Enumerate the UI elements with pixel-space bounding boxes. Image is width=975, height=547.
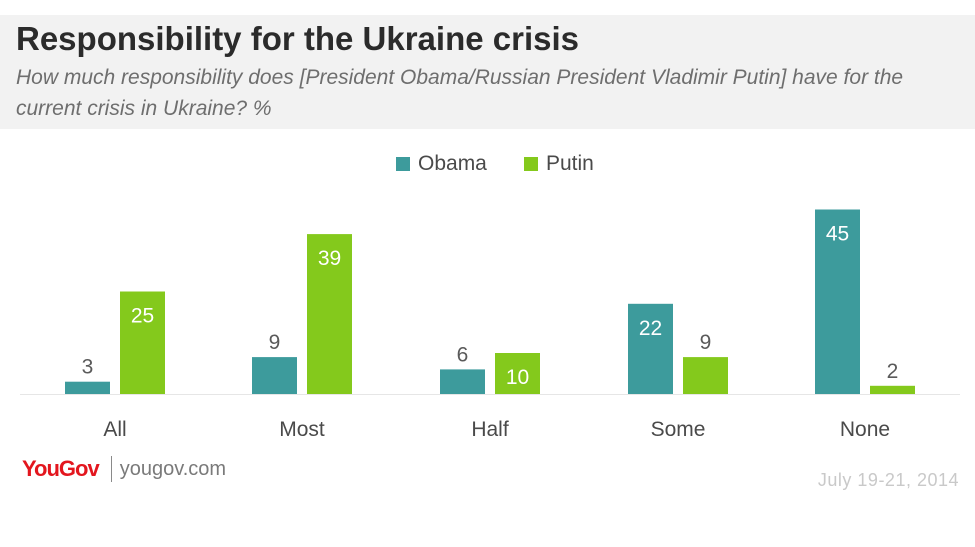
- data-label-putin-some: 9: [700, 331, 712, 354]
- bar-putin-all: [120, 291, 165, 394]
- legend-label-putin: Putin: [546, 152, 594, 175]
- bar-obama-none: [815, 209, 860, 394]
- brand: YouGov yougov.com: [22, 456, 226, 482]
- header-band: [0, 15, 975, 129]
- bar-putin-some: [683, 357, 728, 394]
- yougov-logo: YouGov: [22, 456, 100, 481]
- bar-obama-most: [252, 357, 297, 394]
- data-label-putin-half: 10: [506, 366, 529, 389]
- legend-label-obama: Obama: [418, 152, 487, 175]
- category-label-some: Some: [651, 418, 706, 441]
- brand-divider: [110, 456, 112, 482]
- category-label-most: Most: [279, 418, 325, 441]
- site-url: yougov.com: [119, 457, 227, 480]
- chart-subtitle: How much responsibility does [President …: [16, 66, 904, 120]
- legend-item-obama: Obama: [396, 150, 487, 178]
- data-label-putin-most: 39: [318, 247, 341, 270]
- bar-obama-half: [440, 369, 485, 394]
- data-label-putin-all: 25: [131, 305, 154, 328]
- bar-putin-none: [870, 385, 915, 394]
- legend-swatch-putin: [524, 157, 538, 171]
- category-label-half: Half: [471, 418, 509, 441]
- data-label-obama-half: 6: [457, 343, 469, 366]
- legend-swatch-obama: [396, 157, 410, 171]
- chart-title: Responsibility for the Ukraine crisis: [16, 20, 579, 57]
- bar-putin-half: [495, 353, 540, 394]
- legend-item-putin: Putin: [524, 150, 594, 178]
- category-label-all: All: [103, 418, 126, 441]
- data-label-obama-most: 9: [269, 331, 281, 354]
- category-label-none: None: [840, 418, 890, 441]
- bar-putin-most: [307, 234, 352, 394]
- bar-obama-all: [65, 381, 110, 394]
- data-label-putin-none: 2: [887, 360, 899, 383]
- survey-date: July 19-21, 2014: [817, 470, 959, 490]
- bar-obama-some: [628, 303, 673, 394]
- data-label-obama-some: 22: [639, 317, 662, 340]
- legend: Obama Putin: [0, 150, 975, 178]
- data-label-obama-none: 45: [826, 223, 849, 246]
- data-label-obama-all: 3: [82, 356, 94, 379]
